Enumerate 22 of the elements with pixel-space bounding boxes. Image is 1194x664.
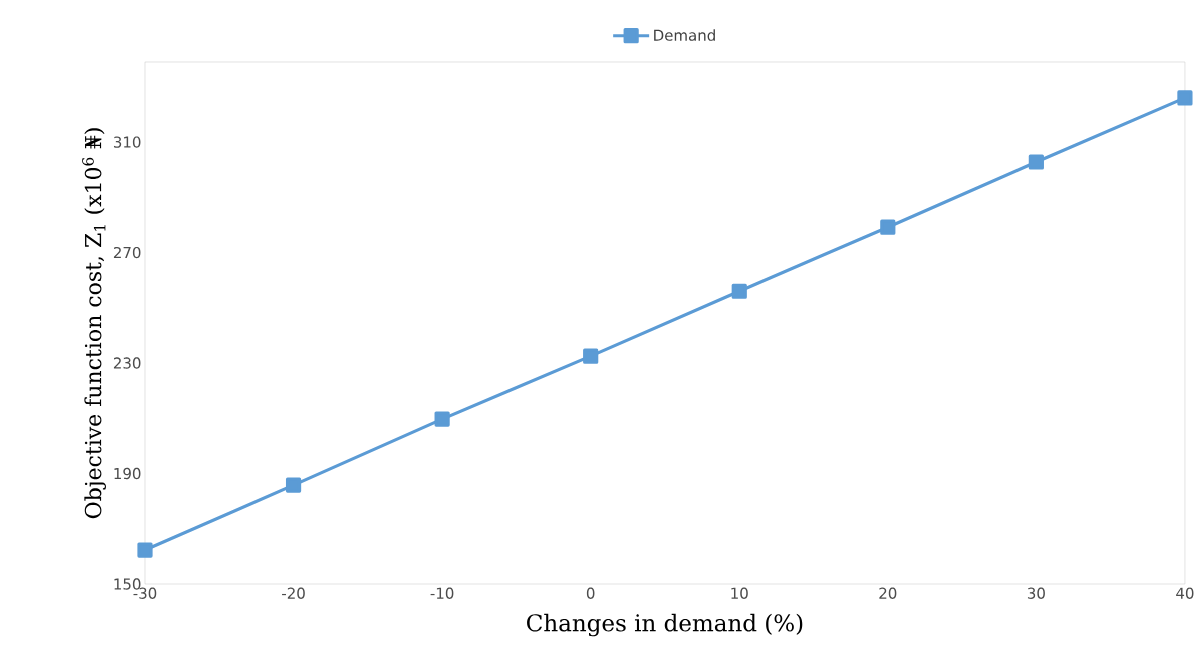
point (434, 411, 450, 427)
legend-label: Demand (654, 29, 715, 41)
point (1177, 90, 1193, 106)
point (1028, 154, 1044, 170)
y-tick-label: 270 (113, 246, 141, 259)
x-tick-label: 30 (1027, 587, 1045, 599)
point (285, 477, 302, 493)
x-tick-label: -20 (282, 587, 305, 599)
x-tick-label: -10 (430, 587, 454, 599)
point (731, 283, 747, 299)
x-axis-title: Changes in demand (%) (527, 613, 803, 637)
y-tick-label: 230 (113, 357, 141, 369)
x-tick-label: 10 (731, 587, 748, 599)
point (137, 542, 153, 558)
point (583, 348, 599, 364)
x-tick-label: 0 (586, 587, 595, 599)
x-tick-label: 40 (1176, 587, 1194, 599)
y-tick-label: 190 (114, 467, 141, 480)
point (880, 219, 896, 235)
y-tick-label: 310 (113, 136, 141, 148)
y-axis-title: Objective function cost, Z$_{1}$ (x10$^{6}$ ₦) (82, 128, 106, 519)
x-tick-label: 20 (879, 587, 897, 599)
